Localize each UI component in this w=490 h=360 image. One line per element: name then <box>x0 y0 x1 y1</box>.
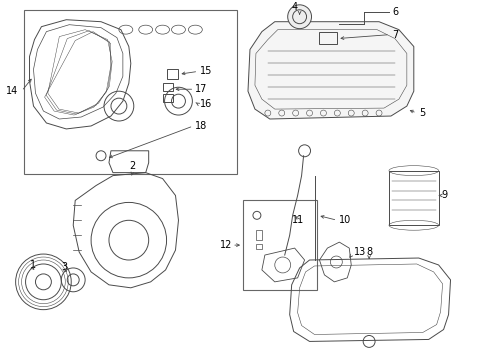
Text: 16: 16 <box>200 99 213 109</box>
Bar <box>163 83 172 91</box>
Text: 11: 11 <box>293 215 305 225</box>
Bar <box>163 94 172 102</box>
Bar <box>256 230 262 240</box>
Text: 3: 3 <box>61 262 68 272</box>
Text: 14: 14 <box>6 86 18 96</box>
Text: 7: 7 <box>392 30 398 40</box>
Text: 5: 5 <box>419 108 425 118</box>
Text: 13: 13 <box>354 247 367 257</box>
Bar <box>243 201 318 290</box>
Circle shape <box>288 5 312 29</box>
Bar <box>24 10 237 174</box>
Bar <box>256 244 262 249</box>
Text: 1: 1 <box>29 260 36 270</box>
Text: 17: 17 <box>196 84 208 94</box>
Text: 12: 12 <box>220 240 232 250</box>
Text: 18: 18 <box>196 121 208 131</box>
Text: 6: 6 <box>392 7 398 17</box>
Bar <box>389 171 439 225</box>
Text: 4: 4 <box>292 2 298 12</box>
Bar <box>167 69 178 79</box>
Text: 2: 2 <box>130 161 136 171</box>
Bar <box>319 32 337 44</box>
Text: 10: 10 <box>340 215 352 225</box>
Polygon shape <box>248 22 414 119</box>
Text: 15: 15 <box>200 66 213 76</box>
Text: 8: 8 <box>366 247 372 257</box>
Text: 9: 9 <box>441 190 448 201</box>
